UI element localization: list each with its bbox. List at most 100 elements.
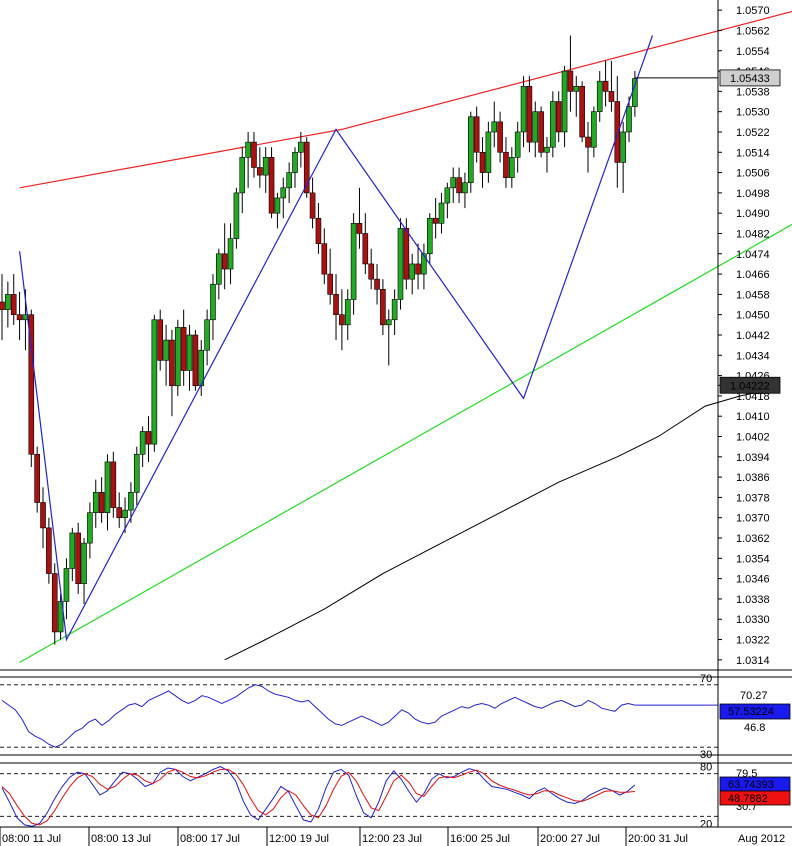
candle-body [40, 502, 46, 529]
candle [233, 187, 240, 249]
candle [456, 167, 462, 204]
candle-body [602, 80, 609, 92]
price-tick-label: 1.0346 [736, 574, 770, 586]
candle [450, 167, 457, 204]
candle-body [28, 314, 35, 455]
candle [333, 274, 339, 341]
candle [509, 147, 515, 188]
candle-body [92, 492, 99, 513]
candle [251, 131, 257, 178]
candle [374, 263, 380, 305]
candle-body [626, 106, 632, 133]
candle-body [239, 157, 246, 194]
candle-body [503, 151, 509, 178]
candle [555, 91, 562, 143]
candle-body [139, 431, 146, 455]
candle [327, 248, 333, 305]
candle [462, 172, 468, 209]
candle-body [632, 78, 638, 107]
candle-body [122, 509, 128, 519]
candle-body [315, 217, 322, 244]
candle-body [362, 233, 369, 265]
candle-body [485, 131, 492, 173]
candle [356, 187, 363, 249]
candle-body [227, 238, 234, 270]
candle [561, 65, 568, 148]
candle [286, 162, 292, 204]
price-tick-label: 1.0474 [736, 249, 770, 261]
ma-tag-text: 1.04222 [730, 380, 770, 392]
rsi-axis-label: 70.27 [740, 690, 768, 702]
candle [145, 416, 152, 462]
date-label: 20:00 31 Jul [628, 833, 688, 845]
candle-body [497, 121, 503, 153]
price-tick-label: 1.0330 [736, 614, 770, 626]
candle-body [198, 349, 205, 387]
candle [40, 487, 46, 549]
price-tick-label: 1.0354 [736, 553, 770, 565]
candle [262, 147, 269, 193]
candle [409, 253, 416, 295]
candle [473, 106, 480, 163]
price-tick-label: 1.0466 [736, 269, 770, 281]
candle-body [339, 314, 345, 326]
candle [602, 60, 609, 107]
candle-body [204, 319, 210, 351]
candle-body [585, 136, 591, 148]
price-tick-label: 1.0538 [736, 86, 770, 98]
candle-body [415, 263, 421, 275]
candle-body [10, 294, 17, 315]
candle-body [274, 197, 281, 214]
candle-body [163, 339, 169, 361]
candle [626, 96, 632, 143]
candle [532, 101, 539, 158]
candle [98, 477, 105, 523]
candle [298, 131, 304, 168]
candle [397, 218, 404, 310]
candle [128, 482, 134, 523]
candle-body [309, 192, 316, 219]
candle-body [245, 141, 251, 158]
candle [538, 106, 544, 158]
candle-body [544, 146, 550, 153]
candle-body [57, 601, 64, 633]
date-label: 20:00 27 Jul [540, 833, 600, 845]
candle-body [526, 85, 533, 143]
candle-body [491, 121, 498, 133]
candle-body [221, 253, 228, 270]
candle-body [532, 111, 539, 143]
candle [10, 274, 17, 325]
price-tick-label: 1.0570 [736, 5, 770, 17]
price-tick-label: 1.0482 [736, 228, 770, 240]
candle-body [385, 319, 392, 326]
candle-body [391, 299, 398, 321]
date-label: 16:00 25 Jul [450, 833, 510, 845]
candle-body [186, 334, 193, 371]
candle-body [303, 141, 310, 194]
candle-body [350, 223, 357, 300]
candle-body [157, 319, 164, 361]
candle-body [397, 228, 404, 300]
candle-body [421, 253, 427, 275]
candle [391, 289, 398, 335]
date-label: 08:00 13 Jul [91, 833, 151, 845]
candle [157, 309, 164, 371]
candle [104, 454, 111, 531]
candle [479, 137, 486, 188]
candle [0, 274, 5, 341]
candle [467, 111, 474, 193]
price-tick-label: 1.0562 [736, 25, 770, 37]
candle [57, 593, 64, 640]
candle [444, 182, 451, 219]
candle [380, 279, 386, 335]
candle [608, 60, 615, 112]
price-tick-label: 1.0498 [736, 188, 770, 200]
candle-body [116, 507, 122, 519]
candle-body [450, 177, 457, 189]
candle-body [151, 319, 158, 445]
candle [368, 248, 374, 290]
